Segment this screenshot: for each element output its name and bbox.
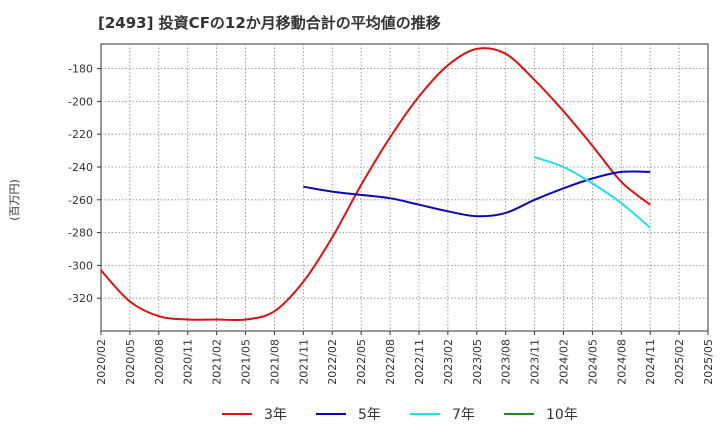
x-tick-label: 2023/05 (471, 339, 484, 385)
y-tick-label: -220 (68, 128, 93, 141)
x-tick-label: 2020/11 (182, 339, 195, 385)
legend-label-2: 7年 (452, 407, 475, 423)
y-tick-label: -200 (68, 95, 93, 108)
x-tick-label: 2021/02 (211, 339, 224, 385)
plot-area (100, 43, 709, 332)
x-tick-label: 2021/11 (297, 339, 310, 385)
x-tick-label: 2020/05 (124, 339, 137, 385)
x-tick-label: 2025/02 (673, 339, 686, 385)
y-tick-label: -240 (68, 161, 93, 174)
x-tick-label: 2023/11 (529, 339, 542, 385)
legend-label-1: 5年 (358, 407, 381, 423)
x-tick-label: 2024/05 (586, 339, 599, 385)
x-tick-label: 2022/02 (326, 339, 339, 385)
series-layer (100, 47, 651, 322)
series-line-0 (100, 47, 651, 322)
x-tick-label: 2021/08 (268, 339, 281, 385)
y-tick-label: -260 (68, 194, 93, 207)
legend: 3年 5年 7年 10年 (222, 407, 578, 423)
chart-title: [2493] 投資CFの12か月移動合計の平均値の推移 (98, 14, 441, 32)
x-tick-label: 2024/02 (557, 339, 570, 385)
series-line-2 (534, 156, 651, 229)
legend-label-3: 10年 (546, 407, 578, 423)
grid-layer (101, 44, 708, 331)
y-tick-label: -280 (68, 227, 93, 240)
y-axis-label: (百万円) (8, 179, 21, 221)
y-tick-label: -300 (68, 259, 93, 272)
x-tick-label: 2024/08 (615, 339, 628, 385)
legend-label-0: 3年 (264, 407, 287, 423)
x-tick-label: 2021/05 (240, 339, 253, 385)
x-tick-label: 2020/08 (153, 339, 166, 385)
x-tick-label: 2022/05 (355, 339, 368, 385)
x-tick-label: 2022/08 (384, 339, 397, 385)
y-tick-label: -180 (68, 63, 93, 76)
x-tick-label: 2025/05 (702, 339, 715, 385)
x-tick-label: 2023/08 (500, 339, 513, 385)
x-tick-label: 2024/11 (644, 339, 657, 385)
x-tick-label: 2020/02 (95, 339, 108, 385)
x-axis: 2020/02 2020/05 2020/08 2020/11 2021/02 2021/… (95, 331, 715, 385)
x-tick-label: 2023/02 (442, 339, 455, 385)
x-tick-label: 2022/11 (413, 339, 426, 385)
series-line-1 (303, 170, 651, 218)
y-tick-label: -320 (68, 292, 93, 305)
y-axis: -180 -200 -220 -240 -260 -280 -300 -320 (68, 63, 101, 305)
